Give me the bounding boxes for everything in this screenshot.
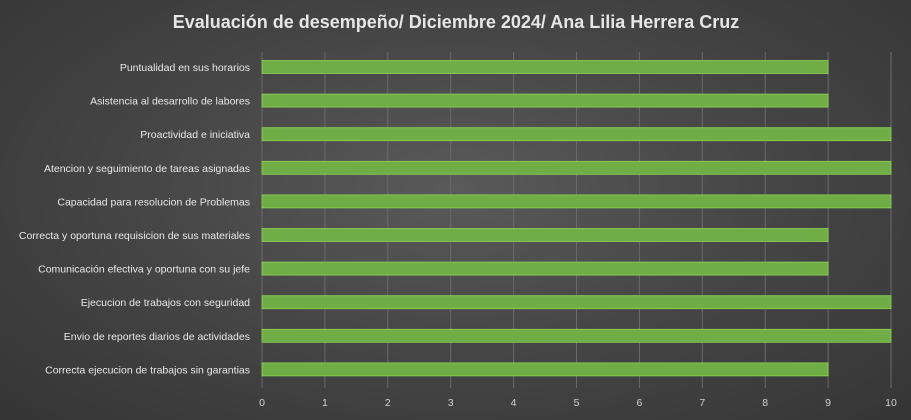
category-labels: Puntualidad en sus horarios Asistencia al…	[19, 62, 250, 376]
bar	[261, 362, 829, 377]
x-tick-label: 2	[385, 397, 391, 409]
chart-title: Evaluación de desempeño/ Diciembre 2024/…	[173, 12, 740, 32]
bar	[261, 261, 829, 276]
category-label: Correcta y oportuna requisicion de sus m…	[19, 230, 250, 242]
bar	[261, 194, 892, 209]
x-tick-label: 1	[322, 397, 328, 409]
x-tick-label: 4	[511, 397, 517, 409]
x-tick-label: 8	[762, 397, 768, 409]
bar	[261, 228, 829, 242]
category-label: Atencion y seguimiento de tareas asignad…	[44, 163, 250, 175]
x-tick-label: 5	[574, 397, 580, 409]
bars	[261, 60, 892, 377]
category-label: Capacidad para resolucion de Problemas	[57, 196, 250, 208]
bar	[261, 295, 892, 310]
category-label: Envio de reportes diarios de actividades	[64, 331, 250, 343]
category-label: Ejecucion de trabajos con seguridad	[81, 297, 250, 309]
x-tick-label: 0	[259, 397, 265, 409]
category-label: Comunicación efectiva y oportuna con su …	[38, 264, 250, 276]
bar	[261, 127, 892, 142]
bar	[261, 60, 829, 74]
x-tick-label: 3	[448, 397, 454, 409]
x-tick-label: 10	[885, 397, 897, 409]
category-label: Puntualidad en sus horarios	[120, 62, 250, 74]
x-tick-label: 7	[699, 397, 705, 409]
bar	[261, 93, 829, 108]
x-tick-label: 9	[825, 397, 831, 409]
bar	[261, 160, 892, 175]
category-label: Proactividad e iniciativa	[140, 129, 250, 141]
x-tick-label: 6	[636, 397, 642, 409]
x-axis-tick-labels: 0 1 2 3 4 5 6 7 8 9 10	[259, 397, 897, 409]
category-label: Correcta ejecucion de trabajos sin garan…	[45, 364, 250, 376]
bar	[261, 328, 892, 343]
category-label: Asistencia al desarrollo de labores	[90, 96, 250, 108]
